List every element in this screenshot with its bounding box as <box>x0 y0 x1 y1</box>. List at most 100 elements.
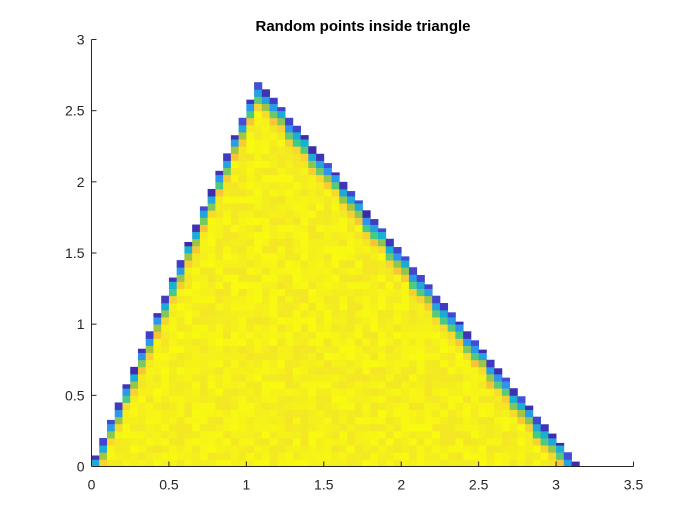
heatmap-cell <box>277 110 286 119</box>
heatmap-cell <box>261 395 270 403</box>
heatmap-cell <box>316 359 325 368</box>
heatmap-cell <box>370 381 379 389</box>
heatmap-cell <box>308 373 317 382</box>
heatmap-cell <box>246 260 255 268</box>
heatmap-cell <box>168 324 178 332</box>
heatmap-cell <box>478 381 487 389</box>
heatmap-cell <box>122 445 131 453</box>
heatmap-cell <box>176 373 185 382</box>
heatmap-cell <box>269 309 278 318</box>
heatmap-cell <box>300 238 309 247</box>
heatmap-cell <box>470 430 480 439</box>
heatmap-cell <box>308 160 317 168</box>
heatmap-cell <box>261 167 270 176</box>
heatmap-cell <box>331 245 340 254</box>
y-tick-label: 0.5 <box>65 387 85 403</box>
heatmap-cell <box>269 281 278 289</box>
heatmap-cell <box>223 188 232 197</box>
heatmap-cell <box>432 402 441 410</box>
heatmap-cell <box>300 224 309 233</box>
heatmap-cell <box>478 452 487 460</box>
heatmap-cell <box>362 352 371 361</box>
heatmap-cell <box>199 438 209 446</box>
heatmap-cell <box>137 373 147 382</box>
heatmap-cell <box>277 359 286 368</box>
heatmap-cell <box>192 224 201 233</box>
heatmap-cell <box>207 317 216 325</box>
heatmap-cell <box>161 373 170 382</box>
heatmap-cell <box>486 366 495 375</box>
heatmap-cell <box>246 438 255 446</box>
heatmap-cell <box>277 124 286 133</box>
heatmap-cell <box>215 430 224 439</box>
heatmap-cell <box>432 395 441 403</box>
heatmap-cell <box>269 452 278 460</box>
heatmap-cell <box>393 395 402 403</box>
heatmap-cell <box>269 373 278 382</box>
heatmap-cell <box>408 302 418 311</box>
heatmap-cell <box>238 352 247 361</box>
heatmap-cell <box>277 352 286 361</box>
heatmap-cell <box>501 438 511 446</box>
heatmap-cell <box>416 366 425 375</box>
heatmap-cell <box>377 281 387 289</box>
heatmap-cell <box>556 442 565 446</box>
heatmap-cell <box>354 338 363 346</box>
heatmap-cell <box>269 274 278 282</box>
heatmap-cell <box>246 231 255 240</box>
heatmap-cell <box>385 423 394 432</box>
heatmap-cell <box>308 196 317 204</box>
heatmap-cell <box>308 245 317 254</box>
heatmap-cell <box>261 103 270 112</box>
heatmap-cell <box>223 452 232 460</box>
heatmap-cell <box>184 409 193 418</box>
heatmap-cell <box>370 359 379 368</box>
heatmap-cell <box>215 331 224 339</box>
heatmap-cell <box>238 416 247 425</box>
heatmap-cell <box>130 430 139 439</box>
heatmap-cell <box>145 352 154 361</box>
heatmap-cell <box>238 188 247 197</box>
heatmap-cell <box>223 196 232 204</box>
heatmap-cell <box>254 423 263 432</box>
heatmap-cell <box>223 210 232 218</box>
heatmap-cell <box>254 231 263 240</box>
heatmap-cell <box>223 359 232 368</box>
heatmap-cell <box>230 324 240 332</box>
heatmap-cell <box>316 181 325 190</box>
heatmap-cell <box>277 167 286 176</box>
heatmap-cell <box>192 288 201 297</box>
heatmap-cell <box>331 452 340 460</box>
heatmap-cell <box>401 260 410 268</box>
heatmap-cell <box>277 210 286 218</box>
heatmap-cell <box>408 445 418 453</box>
heatmap-cell <box>137 352 147 361</box>
heatmap-cell <box>199 238 209 247</box>
heatmap-cell <box>323 331 332 339</box>
heatmap-cell <box>370 423 379 432</box>
heatmap-cell <box>316 388 325 396</box>
heatmap-cell <box>199 395 209 403</box>
heatmap-cell <box>323 260 332 268</box>
heatmap-cell <box>408 395 418 403</box>
heatmap-cell <box>199 430 209 439</box>
heatmap-cell <box>199 366 209 375</box>
heatmap-cell <box>192 238 201 247</box>
heatmap-cell <box>300 373 309 382</box>
heatmap-cell <box>130 395 139 403</box>
heatmap-cell <box>424 409 433 418</box>
heatmap-cell <box>246 124 255 133</box>
heatmap-cell <box>494 373 503 382</box>
heatmap-cell <box>300 135 309 140</box>
heatmap-cell <box>215 459 224 467</box>
heatmap-cell <box>447 312 456 318</box>
heatmap-cell <box>308 416 317 425</box>
heatmap-cell <box>277 409 286 418</box>
heatmap-cell <box>130 459 139 467</box>
heatmap-cell <box>223 317 232 325</box>
chart-title: Random points inside triangle <box>255 18 470 35</box>
heatmap-cell <box>347 423 356 432</box>
heatmap-cell <box>261 132 270 140</box>
heatmap-cell <box>261 288 270 297</box>
heatmap-cell <box>277 395 286 403</box>
